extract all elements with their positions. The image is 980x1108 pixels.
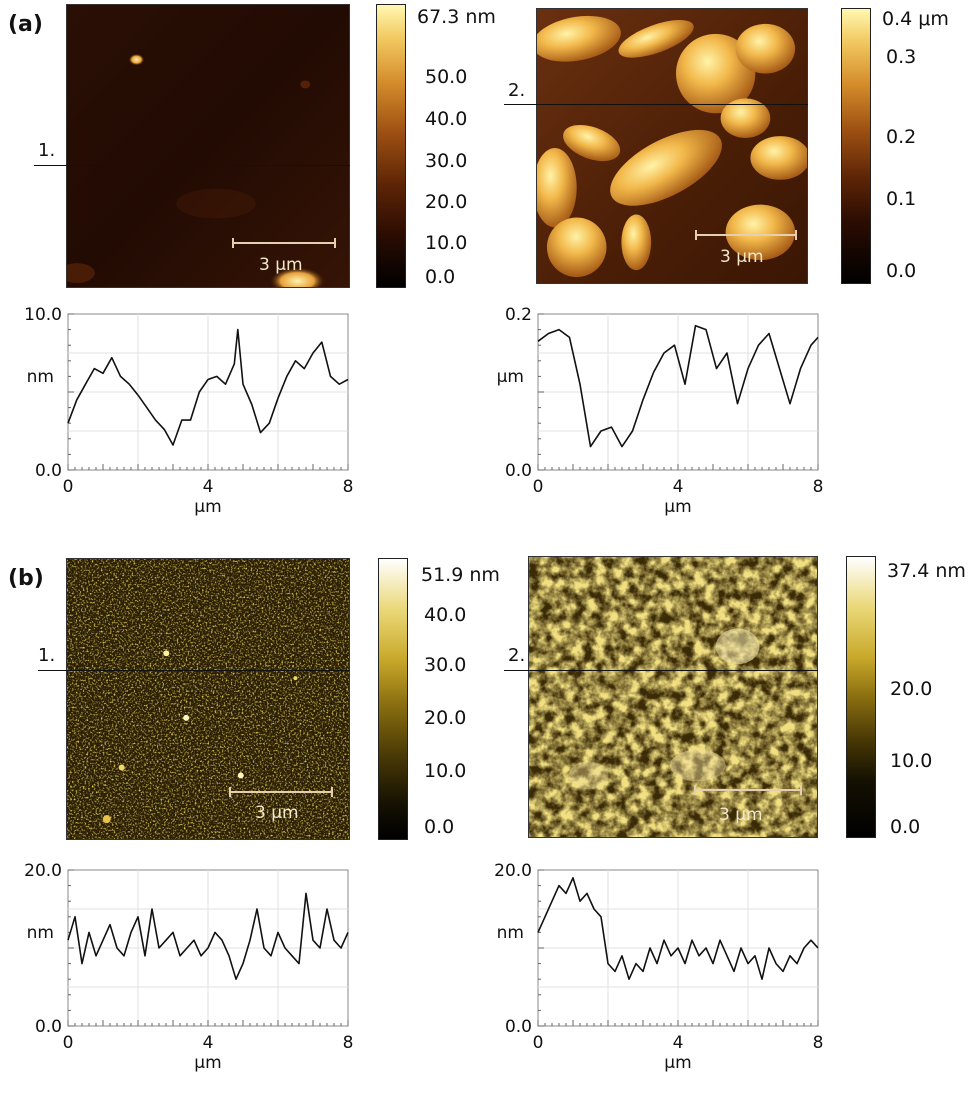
colorbar-tick: 0.2 [886, 126, 917, 148]
colorbar-tick: 0.0 [890, 816, 921, 838]
scale-bar-label: 3 μm [259, 255, 303, 275]
profile-line [537, 324, 819, 448]
scale-bar [694, 785, 802, 795]
scale-bar-label: 3 μm [720, 247, 764, 267]
colorbar-b1 [378, 558, 408, 840]
colorbar-tick: 20.0 [890, 678, 933, 700]
x-axis-label: μm [194, 497, 221, 517]
height-profile-b1: 0 4 8 μm 0.0 20.0 nm [24, 861, 354, 1073]
x-axis-label: μm [664, 497, 691, 517]
scale-bar-label: 3 μm [255, 803, 299, 823]
height-profile-a2: 0 4 8 μm 0.0 0.2 μm [497, 305, 824, 517]
colorbar-tick: 30.0 [425, 150, 468, 172]
colorbar-tick: 0.0 [886, 260, 917, 282]
colorbar-tick: 0.1 [886, 188, 917, 210]
profile-line-marker [38, 670, 350, 671]
y-tick-label: 0.0 [505, 1017, 532, 1037]
profile-line [537, 877, 819, 980]
x-tick-label: 0 [63, 477, 74, 497]
x-tick-label: 0 [533, 477, 544, 497]
x-axis-label: μm [194, 1053, 221, 1073]
x-tick-label: 4 [203, 1033, 214, 1053]
colorbar-max-label: 67.3 nm [417, 6, 496, 28]
colorbar-tick: 0.0 [425, 266, 456, 288]
profile-line-marker [34, 165, 350, 166]
profile-line [67, 328, 349, 446]
colorbar-max-label: 37.4 nm [887, 560, 966, 582]
colorbar-tick: 30.0 [424, 654, 467, 676]
colorbar-tick: 0.3 [886, 46, 917, 68]
x-tick-label: 8 [343, 477, 354, 497]
x-tick-label: 8 [343, 1033, 354, 1053]
height-profile-b2: 0 4 8 μm 0.0 20.0 nm [494, 861, 824, 1073]
x-tick-label: 0 [63, 1033, 74, 1053]
colorbar-tick: 40.0 [425, 108, 468, 130]
colorbar-b2 [846, 556, 876, 838]
colorbar-tick: 10.0 [424, 760, 467, 782]
scale-bar-label: 3 μm [719, 805, 763, 825]
y-tick-label: 10.0 [24, 305, 62, 325]
colorbar-tick: 40.0 [424, 604, 467, 626]
profile-line-label: 1. [38, 645, 56, 666]
y-tick-label: 20.0 [24, 861, 62, 881]
profile-line-label: 2. [508, 645, 526, 666]
scale-bar [229, 787, 333, 797]
y-axis-label: nm [27, 367, 54, 387]
afm-image-b1: 3 μm [66, 558, 350, 840]
y-axis-label: μm [497, 367, 524, 387]
colorbar-tick: 20.0 [424, 707, 467, 729]
scale-bar [695, 230, 797, 240]
colorbar-tick: 0.0 [424, 816, 455, 838]
colorbar-max-label: 51.9 nm [421, 564, 500, 586]
profile-line-marker [504, 670, 818, 671]
y-tick-label: 0.0 [35, 461, 62, 481]
colorbar-tick: 10.0 [425, 232, 468, 254]
y-axis-label: nm [497, 923, 524, 943]
height-profile-a1: 0 4 8 μm 0.0 10.0 nm [24, 305, 354, 517]
profile-line-label: 2. [508, 80, 526, 101]
afm-image-b2: 3 μm [528, 556, 818, 838]
profile-line-marker [504, 104, 808, 105]
x-tick-label: 0 [533, 1033, 544, 1053]
y-tick-label: 20.0 [494, 861, 532, 881]
colorbar-max-label: 0.4 μm [882, 8, 949, 30]
colorbar-tick: 10.0 [890, 750, 933, 772]
x-axis-label: μm [664, 1053, 691, 1073]
profile-line-label: 1. [38, 140, 56, 161]
colorbar-tick: 50.0 [425, 66, 468, 88]
x-tick-label: 4 [673, 1033, 684, 1053]
scale-bar [232, 238, 336, 248]
x-tick-label: 8 [813, 1033, 824, 1053]
colorbar-a1 [376, 4, 406, 288]
x-tick-label: 4 [203, 477, 214, 497]
colorbar-tick: 20.0 [425, 191, 468, 213]
afm-image-a1: 3 μm [66, 4, 350, 288]
panel-label-b: (b) [8, 566, 44, 591]
afm-image-a2: 3 μm [536, 8, 808, 284]
profile-line [67, 892, 349, 980]
panel-label-a: (a) [8, 12, 43, 37]
x-tick-label: 4 [673, 477, 684, 497]
y-tick-label: 0.0 [505, 461, 532, 481]
x-tick-label: 8 [813, 477, 824, 497]
y-tick-label: 0.2 [505, 305, 532, 325]
colorbar-a2 [841, 8, 871, 284]
y-axis-label: nm [27, 923, 54, 943]
y-tick-label: 0.0 [35, 1017, 62, 1037]
